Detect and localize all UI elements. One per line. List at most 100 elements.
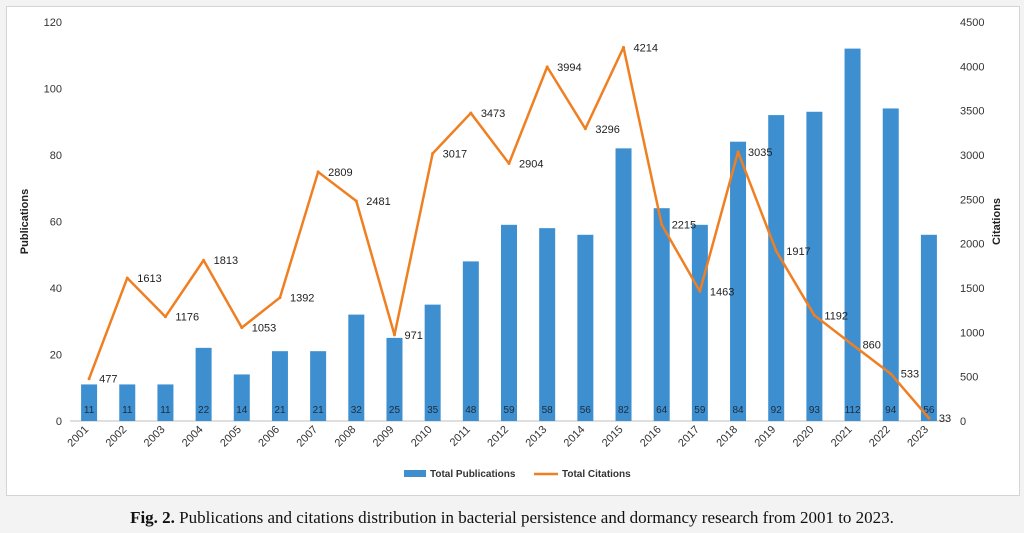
bar (653, 208, 670, 421)
x-tick-label: 2021 (829, 424, 855, 450)
bar (615, 148, 632, 421)
right-tick-label: 500 (960, 372, 978, 384)
line-value-label: 1463 (710, 286, 734, 298)
x-tick-label: 2009 (371, 424, 397, 450)
line-value-label: 2215 (672, 220, 696, 232)
line-value-label: 3296 (595, 124, 619, 136)
bar (271, 351, 288, 421)
line-value-label: 3994 (557, 62, 581, 74)
left-tick-label: 120 (44, 17, 62, 29)
x-tick-label: 2016 (638, 424, 664, 450)
line-value-label: 3017 (443, 148, 467, 160)
line-value-label: 3035 (748, 147, 772, 159)
x-tick-label: 2023 (905, 424, 931, 450)
x-tick-label: 2001 (65, 424, 91, 450)
bar (81, 384, 98, 421)
bar (501, 224, 517, 421)
line-value-label: 2904 (519, 159, 543, 171)
bar-value-label: 11 (160, 405, 171, 416)
bar-value-label: 93 (809, 405, 821, 416)
x-tick-label: 2011 (448, 424, 473, 449)
line-point (392, 333, 396, 337)
line-point (545, 65, 549, 69)
bar-value-label: 21 (313, 405, 325, 416)
bar-value-label: 112 (845, 405, 861, 416)
y-axis-right-title: Citations (991, 198, 1003, 245)
line-point (125, 276, 129, 280)
right-tick-label: 4000 (960, 61, 984, 73)
bar (233, 374, 250, 421)
x-tick-label: 2017 (676, 424, 702, 450)
line-point (851, 343, 855, 347)
line-value-label: 3473 (481, 108, 505, 120)
x-tick-label: 2012 (485, 424, 511, 450)
line-point (431, 151, 435, 155)
bar-value-label: 59 (503, 405, 515, 416)
line-point (660, 223, 664, 227)
left-tick-label: 40 (50, 283, 62, 295)
line-point (316, 170, 320, 174)
bar (157, 384, 174, 421)
x-tick-label: 2004 (180, 424, 206, 450)
bar (577, 234, 594, 421)
x-tick-label: 2002 (104, 424, 130, 450)
caption-label: Fig. 2. (130, 508, 175, 527)
x-tick-label: 2006 (256, 424, 282, 450)
bar (310, 351, 327, 421)
bar (386, 337, 403, 421)
line-point (583, 127, 587, 131)
right-tick-label: 4500 (960, 17, 984, 29)
bar-value-label: 32 (351, 405, 363, 416)
right-tick-label: 3500 (960, 106, 984, 118)
line-point (507, 162, 511, 166)
bar (539, 228, 556, 421)
line-point (927, 416, 931, 420)
x-tick-label: 2013 (523, 424, 549, 450)
bar-value-label: 48 (465, 405, 477, 416)
line-value-label: 1813 (214, 255, 238, 267)
bar (462, 261, 479, 421)
line-point (278, 296, 282, 300)
caption-text: Publications and citations distribution … (179, 508, 894, 527)
bar-value-label: 64 (656, 405, 668, 416)
line-value-label: 1192 (824, 310, 848, 322)
right-tick-label: 1000 (960, 327, 984, 339)
line-point (163, 315, 167, 319)
bar-value-label: 22 (198, 405, 210, 416)
bar-value-label: 14 (236, 405, 248, 416)
x-tick-label: 2022 (867, 424, 893, 450)
y-axis-title: Publications (19, 189, 31, 254)
bar (768, 115, 785, 421)
x-tick-label: 2020 (791, 424, 817, 450)
bar (882, 108, 899, 421)
line-point (889, 372, 893, 376)
right-tick-label: 3000 (960, 150, 984, 162)
line-value-label: 1053 (252, 323, 276, 335)
line-value-label: 1613 (137, 273, 161, 285)
bar-value-label: 56 (923, 405, 935, 416)
bar-value-label: 21 (274, 405, 286, 416)
line-point (202, 258, 206, 262)
right-tick-label: 1500 (960, 283, 984, 295)
bar-value-label: 11 (122, 405, 133, 416)
line-value-label: 1176 (175, 312, 199, 324)
bar-value-label: 35 (427, 405, 439, 416)
bar (920, 234, 937, 421)
line-value-label: 33 (939, 413, 951, 425)
bar (348, 314, 365, 421)
line-point (622, 45, 626, 49)
line-point (812, 313, 816, 317)
line-point (469, 111, 473, 115)
line-point (736, 150, 740, 154)
legend-label-citations: Total Citations (562, 469, 631, 480)
left-tick-label: 80 (50, 150, 62, 162)
x-tick-label: 2008 (333, 424, 359, 450)
bar (424, 304, 441, 421)
right-tick-label: 2000 (960, 239, 984, 251)
bar (844, 48, 861, 421)
combo-chart: 0 20 40 60 80 100 120 0 500 1000 1500 2000 2500 3000 3… (19, 17, 1003, 480)
x-tick-label: 2015 (600, 424, 626, 450)
line-value-label: 477 (99, 374, 117, 386)
bar-value-label: 11 (84, 405, 95, 416)
bar (691, 224, 708, 421)
